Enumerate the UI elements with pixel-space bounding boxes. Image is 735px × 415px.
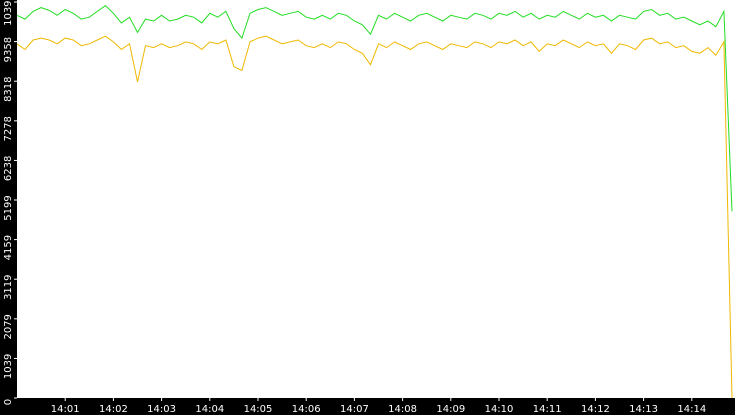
x-tick-label: 14:05 — [244, 404, 273, 415]
y-tick-label: 6238 — [3, 156, 14, 181]
x-tick-label: 14:01 — [51, 404, 80, 415]
y-tick-label: 4159 — [3, 235, 14, 260]
x-tick-label: 14:12 — [581, 404, 610, 415]
y-tick-label: 7278 — [3, 116, 14, 141]
x-tick-label: 14:08 — [388, 404, 417, 415]
x-tick-label: 14:03 — [147, 404, 176, 415]
series-line — [16, 5, 733, 212]
x-tick-label: 14:07 — [340, 404, 369, 415]
x-tick-label: 14:14 — [677, 404, 706, 415]
x-tick-label: 14:09 — [436, 404, 465, 415]
series-line — [16, 35, 733, 399]
x-axis-strip — [0, 398, 735, 415]
x-tick-label: 14:06 — [292, 404, 321, 415]
y-tick-label: 2079 — [3, 314, 14, 339]
y-tick-label: 0 — [3, 399, 14, 405]
y-tick-label: 5199 — [3, 195, 14, 220]
y-tick-label: 9358 — [3, 37, 14, 62]
y-tick-label: 1039 — [3, 354, 14, 379]
y-axis-strip — [0, 0, 17, 415]
x-tick-label: 14:04 — [195, 404, 224, 415]
x-tick-label: 14:11 — [533, 404, 562, 415]
y-tick-label: 10398 — [3, 0, 14, 26]
y-tick-label: 3119 — [3, 274, 14, 299]
x-tick-label: 14:13 — [629, 404, 658, 415]
x-tick-label: 14:10 — [485, 404, 514, 415]
y-tick-label: 8318 — [3, 76, 14, 101]
x-tick-label: 14:02 — [99, 404, 128, 415]
